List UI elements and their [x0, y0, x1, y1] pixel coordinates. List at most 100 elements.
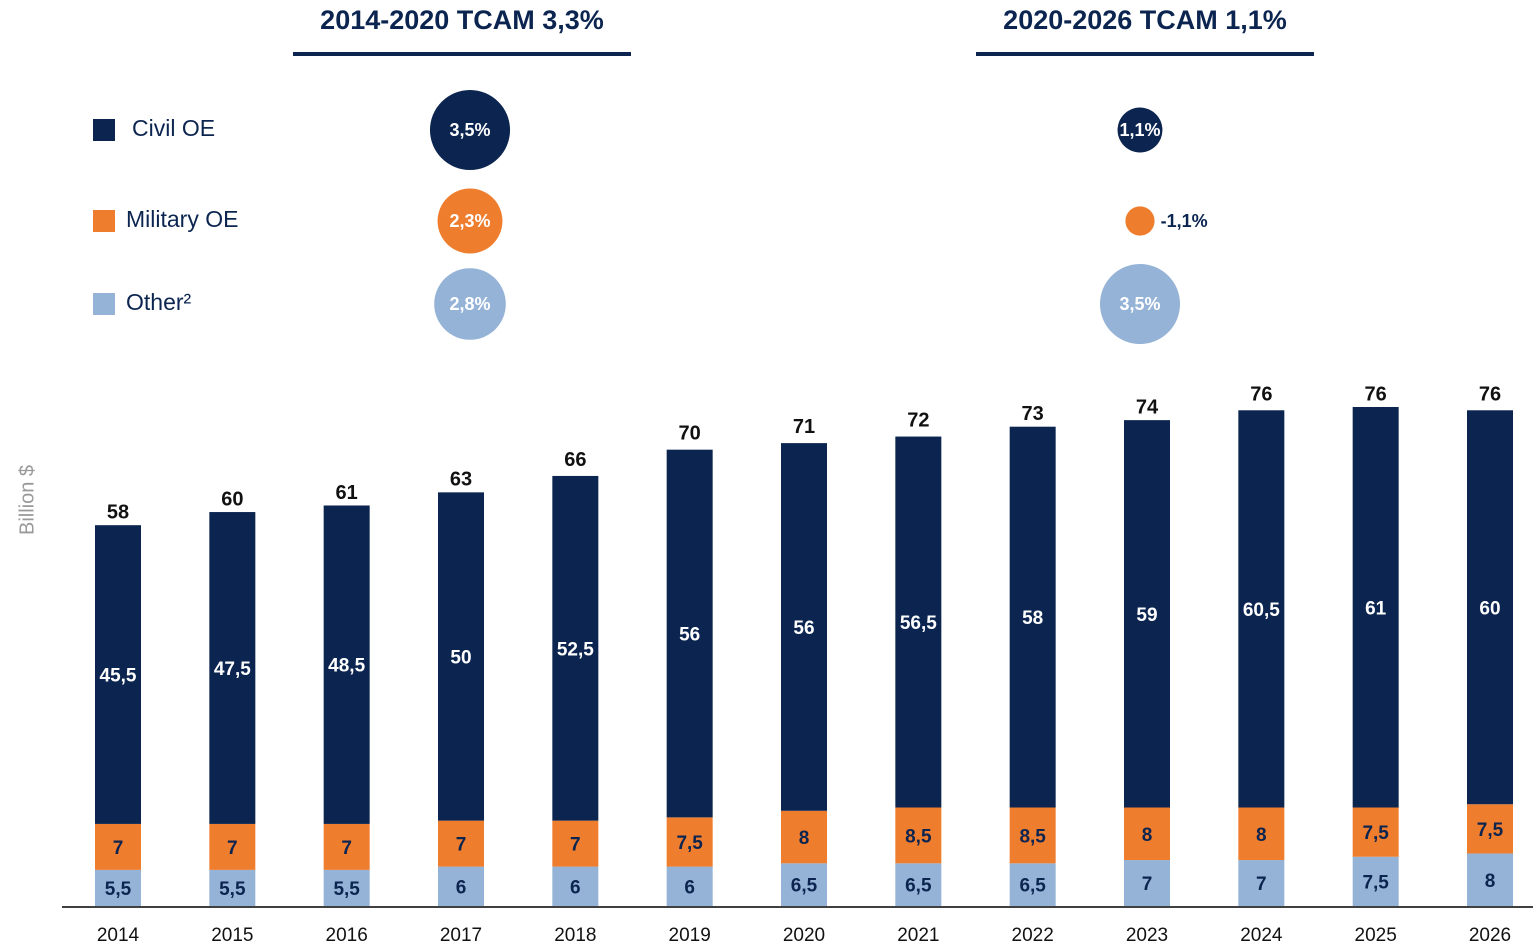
cagr-underline — [293, 52, 631, 56]
bar-segment — [1124, 420, 1170, 808]
value-label: 50 — [450, 648, 471, 669]
x-tick-label: 2014 — [97, 925, 140, 946]
cagr-label: 2,3% — [449, 211, 490, 231]
total-label: 58 — [107, 501, 129, 523]
value-label: 5,5 — [219, 879, 246, 900]
value-label: 56,5 — [900, 613, 937, 634]
total-label: 73 — [1022, 403, 1044, 425]
cagr-bubble — [1099, 263, 1181, 345]
x-tick-label: 2025 — [1355, 925, 1397, 946]
value-label: 8,5 — [1019, 826, 1046, 847]
legend-label: Other² — [126, 289, 192, 315]
total-label: 76 — [1250, 383, 1272, 405]
bar-segment — [323, 823, 370, 870]
x-tick-label: 2024 — [1240, 925, 1283, 946]
bar-segment — [1352, 407, 1399, 808]
bar-segment — [1352, 807, 1399, 857]
value-label: 7,5 — [676, 833, 703, 854]
cagr-bubble — [437, 188, 503, 254]
bar-segment — [895, 436, 942, 808]
y-axis-label: Billion $ — [16, 465, 38, 535]
value-label: 7,5 — [1362, 823, 1389, 844]
bar-segment — [781, 863, 827, 906]
bar-segment — [552, 866, 599, 906]
value-label: 6,5 — [791, 876, 818, 897]
x-tick-label: 2022 — [1012, 925, 1054, 946]
value-label: 7 — [1142, 874, 1153, 895]
bar-segment — [1467, 853, 1513, 906]
x-tick-label: 2015 — [211, 925, 253, 946]
value-label: 7 — [113, 838, 124, 859]
value-label: 6 — [684, 877, 695, 898]
total-label: 70 — [679, 423, 701, 445]
value-label: 7 — [570, 835, 581, 856]
total-label: 66 — [564, 449, 586, 471]
value-label: 47,5 — [214, 659, 251, 680]
total-label: 60 — [221, 488, 243, 510]
bar-segment — [895, 863, 942, 906]
bar-segment — [1124, 860, 1170, 906]
legend-label: Civil OE — [132, 115, 215, 141]
cagr-label: 1,1% — [1119, 120, 1160, 140]
value-label: 6,5 — [905, 876, 932, 897]
bar-segment — [552, 475, 599, 821]
total-label: 76 — [1479, 383, 1501, 405]
bar-segment — [1009, 807, 1056, 864]
x-tick-label: 2020 — [783, 925, 825, 946]
value-label: 52,5 — [557, 639, 594, 660]
value-label: 45,5 — [100, 666, 137, 687]
bar-segment — [438, 866, 484, 906]
cagr-label: 2,8% — [449, 294, 490, 314]
cagr-bubble — [1117, 107, 1163, 153]
value-label: 8,5 — [905, 826, 932, 847]
value-label: 6 — [570, 877, 581, 898]
value-label: 5,5 — [105, 879, 132, 900]
legend-swatch — [93, 119, 115, 141]
bar-segment — [95, 823, 141, 870]
value-label: 6,5 — [1019, 876, 1046, 897]
value-label: 7 — [1256, 874, 1267, 895]
bar-segment — [781, 443, 827, 811]
cagr-title: 2020-2026 TCAM 1,1% — [1003, 5, 1287, 35]
cagr-underline — [976, 52, 1314, 56]
x-tick-label: 2023 — [1126, 925, 1168, 946]
total-label: 61 — [336, 482, 358, 504]
bar-segment — [209, 512, 256, 824]
value-label: 56 — [793, 618, 814, 639]
bar-segment — [438, 492, 484, 821]
value-label: 60,5 — [1243, 600, 1280, 621]
bar-segment — [666, 449, 713, 818]
value-label: 8 — [1485, 871, 1496, 892]
bar-segment — [438, 820, 484, 867]
x-tick-label: 2017 — [440, 925, 482, 946]
value-label: 6 — [456, 877, 467, 898]
legend-label: Military OE — [126, 206, 238, 232]
cagr-title: 2014-2020 TCAM 3,3% — [320, 5, 604, 35]
x-tick-label: 2019 — [669, 925, 711, 946]
bar-segment — [781, 810, 827, 864]
cagr-label: 3,5% — [1119, 294, 1160, 314]
bar-segment — [1352, 856, 1399, 906]
bar-segment — [1467, 804, 1513, 854]
bar-segment — [95, 525, 141, 824]
cagr-label: 3,5% — [449, 120, 490, 140]
value-label: 56 — [679, 625, 700, 646]
legend-swatch — [93, 293, 115, 315]
cagr-bubble — [434, 268, 506, 340]
value-label: 7 — [227, 838, 238, 859]
bar-segment — [1009, 863, 1056, 906]
bar-segment — [209, 869, 256, 906]
cagr-bubble — [429, 89, 511, 171]
bar-segment — [552, 820, 599, 867]
value-label: 7,5 — [1477, 820, 1504, 841]
value-label: 8 — [799, 828, 810, 849]
legend-swatch — [93, 210, 115, 232]
total-label: 76 — [1365, 383, 1387, 405]
bar-segment — [209, 823, 256, 870]
bar-segment — [895, 807, 942, 864]
value-label: 48,5 — [328, 656, 365, 677]
value-label: 61 — [1365, 598, 1387, 619]
bar-segment — [1124, 807, 1170, 861]
bar-segment — [95, 869, 141, 906]
